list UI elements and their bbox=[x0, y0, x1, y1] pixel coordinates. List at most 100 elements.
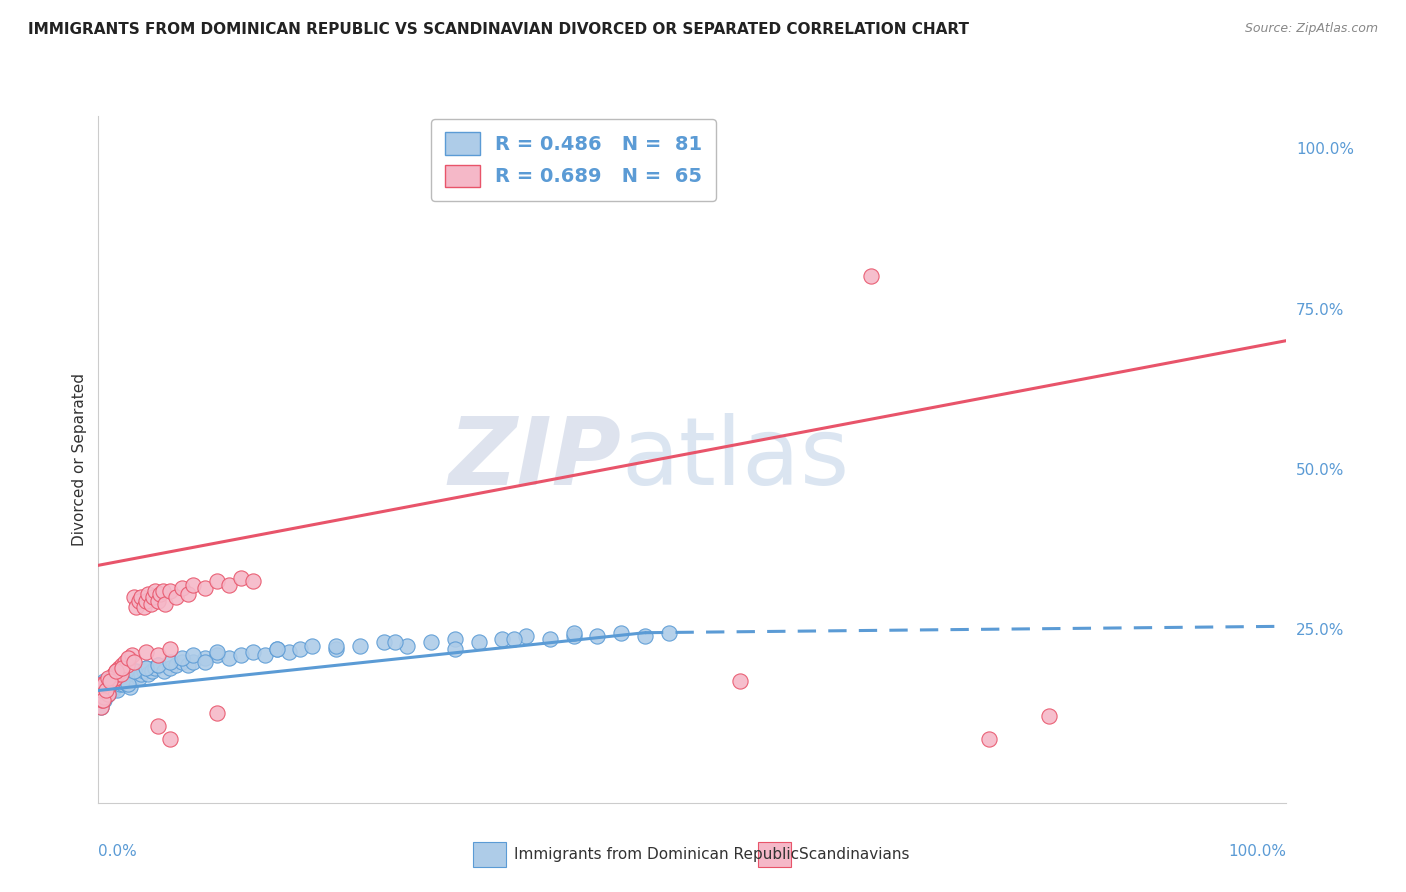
Point bbox=[110, 673, 132, 688]
Point bbox=[100, 671, 122, 685]
Point bbox=[444, 632, 467, 646]
Point bbox=[165, 657, 187, 672]
Point bbox=[132, 600, 155, 615]
Point bbox=[94, 680, 117, 694]
Point bbox=[91, 693, 114, 707]
Point bbox=[146, 648, 169, 662]
Point bbox=[90, 683, 112, 698]
Point bbox=[91, 683, 114, 698]
Point bbox=[136, 667, 159, 681]
Point bbox=[97, 671, 120, 685]
Point bbox=[170, 651, 193, 665]
Point bbox=[218, 651, 240, 665]
Point bbox=[98, 677, 121, 691]
Point bbox=[114, 673, 136, 688]
Point bbox=[104, 671, 127, 685]
Point bbox=[115, 677, 138, 691]
Point bbox=[107, 667, 129, 681]
Text: Immigrants from Dominican Republic: Immigrants from Dominican Republic bbox=[515, 847, 800, 862]
Text: Scandinavians: Scandinavians bbox=[800, 847, 910, 862]
Point bbox=[562, 629, 585, 643]
Point bbox=[129, 591, 152, 605]
Text: IMMIGRANTS FROM DOMINICAN REPUBLIC VS SCANDINAVIAN DIVORCED OR SEPARATED CORRELA: IMMIGRANTS FROM DOMINICAN REPUBLIC VS SC… bbox=[28, 22, 969, 37]
Point bbox=[444, 641, 467, 656]
Point bbox=[152, 584, 174, 599]
Point bbox=[373, 635, 395, 649]
Point bbox=[97, 687, 120, 701]
Point bbox=[349, 639, 371, 653]
Point bbox=[586, 629, 609, 643]
Point bbox=[122, 664, 145, 678]
Point bbox=[107, 683, 129, 698]
Point bbox=[145, 661, 167, 675]
Point bbox=[91, 693, 114, 707]
Point bbox=[218, 577, 240, 591]
Point bbox=[105, 664, 128, 678]
Point bbox=[97, 687, 120, 701]
Point bbox=[146, 719, 169, 733]
Point bbox=[420, 635, 443, 649]
Point bbox=[111, 661, 134, 675]
Point bbox=[107, 667, 129, 681]
Point bbox=[98, 673, 121, 688]
Text: Source: ZipAtlas.com: Source: ZipAtlas.com bbox=[1244, 22, 1378, 36]
Point bbox=[207, 648, 229, 662]
Point bbox=[1038, 709, 1060, 723]
Point bbox=[132, 664, 155, 678]
Point bbox=[115, 657, 138, 672]
Point bbox=[176, 657, 198, 672]
Text: atlas: atlas bbox=[621, 413, 849, 506]
Text: 100.0%: 100.0% bbox=[1229, 844, 1286, 859]
Text: 0.0%: 0.0% bbox=[98, 844, 138, 859]
Point bbox=[170, 655, 193, 669]
Point bbox=[111, 671, 134, 685]
Point bbox=[515, 629, 537, 643]
Point bbox=[242, 645, 264, 659]
Point bbox=[122, 667, 145, 681]
FancyBboxPatch shape bbox=[472, 842, 506, 867]
Point bbox=[194, 581, 217, 595]
Point bbox=[146, 657, 169, 672]
Point bbox=[103, 667, 125, 681]
Point bbox=[467, 635, 489, 649]
Point bbox=[101, 683, 124, 698]
Point bbox=[142, 591, 165, 605]
Point bbox=[384, 635, 406, 649]
Point bbox=[125, 664, 148, 678]
Point bbox=[859, 269, 882, 284]
Point bbox=[122, 655, 145, 669]
Point bbox=[325, 639, 347, 653]
Point bbox=[229, 648, 252, 662]
Point bbox=[159, 731, 181, 746]
Point bbox=[125, 600, 148, 615]
Point bbox=[122, 591, 145, 605]
Point bbox=[117, 671, 139, 685]
Point bbox=[91, 680, 114, 694]
Point bbox=[277, 645, 299, 659]
Point bbox=[105, 664, 128, 678]
Point bbox=[159, 661, 181, 675]
Point bbox=[194, 651, 217, 665]
Point bbox=[183, 577, 205, 591]
Point bbox=[170, 581, 193, 595]
Point bbox=[114, 655, 136, 669]
Point bbox=[105, 671, 128, 685]
Point bbox=[105, 673, 128, 688]
Point bbox=[97, 687, 120, 701]
Point bbox=[149, 587, 172, 601]
Point bbox=[159, 655, 181, 669]
Point bbox=[266, 641, 288, 656]
Point bbox=[146, 657, 169, 672]
Point bbox=[135, 661, 157, 675]
Point bbox=[136, 587, 159, 601]
Point bbox=[135, 593, 157, 607]
Point bbox=[91, 683, 114, 698]
Point bbox=[159, 584, 181, 599]
Point bbox=[118, 673, 141, 688]
Point bbox=[93, 673, 115, 688]
Point bbox=[101, 673, 124, 688]
Point bbox=[135, 661, 157, 675]
Point bbox=[108, 677, 131, 691]
Point bbox=[94, 683, 117, 698]
Point bbox=[396, 639, 419, 653]
